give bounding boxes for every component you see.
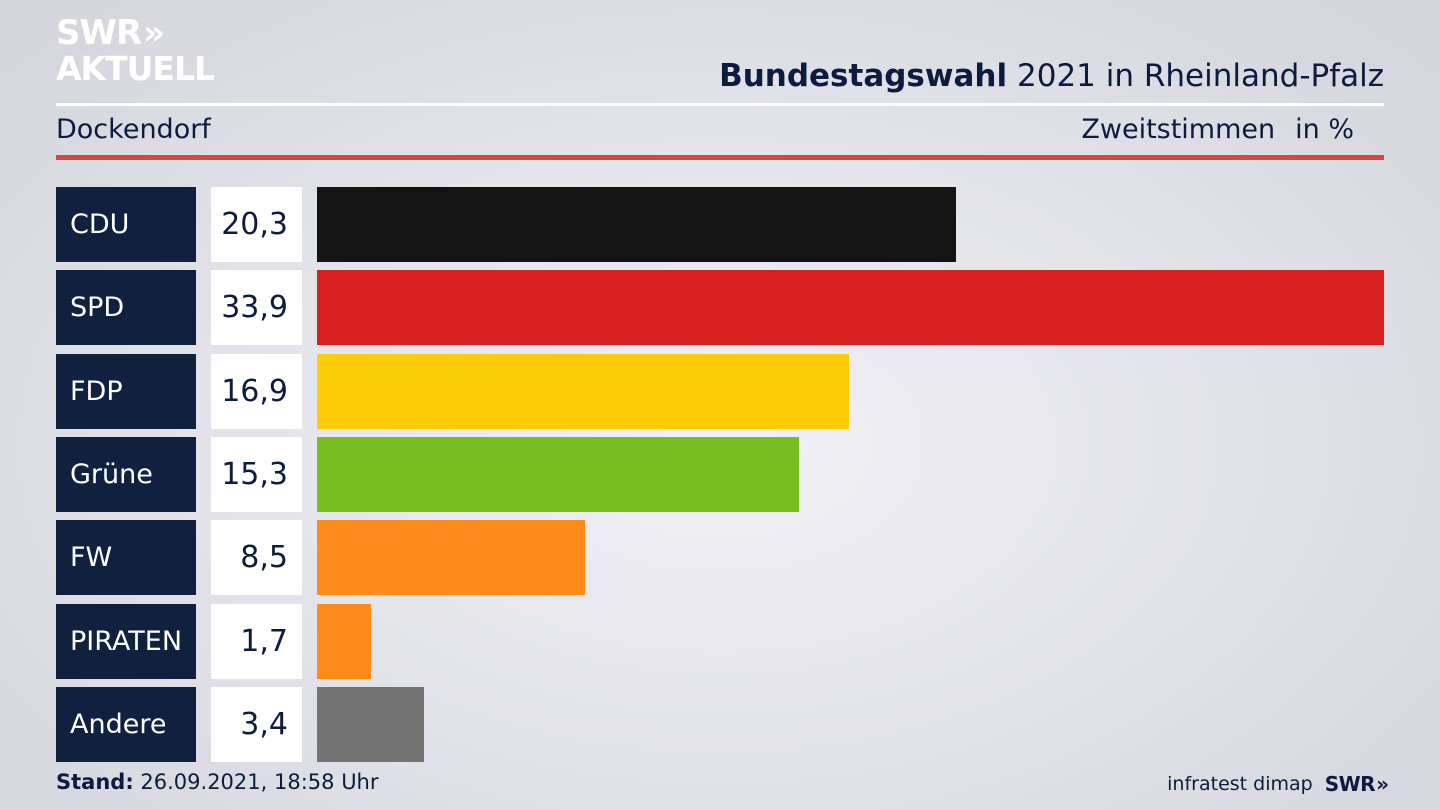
swr-chevron-icon: » bbox=[1376, 772, 1389, 796]
header-divider bbox=[56, 103, 1384, 106]
source-label: infratest dimap bbox=[1167, 773, 1313, 795]
chart-row: Grüne 15,3 bbox=[56, 437, 1384, 512]
bar bbox=[317, 437, 799, 512]
party-label: CDU bbox=[56, 187, 196, 262]
swr-aktuell-logo: SWR » AKTUELL bbox=[56, 13, 215, 88]
unit-label: in % bbox=[1295, 114, 1354, 145]
source-credit: infratest dimap SWR » bbox=[1167, 772, 1389, 796]
logo-aktuell-text: AKTUELL bbox=[56, 49, 215, 88]
bar bbox=[317, 604, 371, 679]
party-label: Grüne bbox=[56, 437, 196, 512]
value-label: 3,4 bbox=[211, 687, 302, 762]
timestamp-label: Stand: bbox=[56, 770, 134, 794]
timestamp: Stand: 26.09.2021, 18:58 Uhr bbox=[56, 770, 379, 794]
chart-title-bold: Bundestagswahl bbox=[719, 58, 1008, 94]
chart-title-rest: 2021 in Rheinland-Pfalz bbox=[1017, 58, 1384, 94]
bar bbox=[317, 187, 956, 262]
bar bbox=[317, 687, 424, 762]
logo-chevron-icon: » bbox=[143, 13, 165, 53]
chart-title: Bundestagswahl 2021 in Rheinland-Pfalz bbox=[719, 58, 1384, 94]
logo-swr-text: SWR bbox=[56, 13, 142, 53]
party-label: PIRATEN bbox=[56, 604, 196, 679]
bar bbox=[317, 354, 849, 429]
party-label: SPD bbox=[56, 270, 196, 345]
chart-row: SPD 33,9 bbox=[56, 270, 1384, 345]
subheader-divider bbox=[56, 155, 1384, 160]
swr-brand: SWR bbox=[1324, 772, 1376, 796]
chart-row: FW 8,5 bbox=[56, 520, 1384, 595]
party-label: FW bbox=[56, 520, 196, 595]
party-label: FDP bbox=[56, 354, 196, 429]
place-name: Dockendorf bbox=[56, 114, 211, 145]
bar-chart: CDU 20,3 SPD 33,9 FDP 16,9 Grüne 15,3 FW 8,5 PIRAT… bbox=[56, 187, 1384, 762]
party-label: Andere bbox=[56, 687, 196, 762]
chart-row: FDP 16,9 bbox=[56, 354, 1384, 429]
chart-row: CDU 20,3 bbox=[56, 187, 1384, 262]
bar bbox=[317, 270, 1384, 345]
value-label: 15,3 bbox=[211, 437, 302, 512]
chart-row: PIRATEN 1,7 bbox=[56, 604, 1384, 679]
timestamp-value: 26.09.2021, 18:58 Uhr bbox=[140, 770, 379, 794]
value-label: 8,5 bbox=[211, 520, 302, 595]
value-label: 16,9 bbox=[211, 354, 302, 429]
metric-label-group: Zweitstimmen in % bbox=[1081, 114, 1354, 145]
chart-row: Andere 3,4 bbox=[56, 687, 1384, 762]
value-label: 33,9 bbox=[211, 270, 302, 345]
metric-label: Zweitstimmen bbox=[1081, 114, 1276, 145]
value-label: 20,3 bbox=[211, 187, 302, 262]
value-label: 1,7 bbox=[211, 604, 302, 679]
bar bbox=[317, 520, 585, 595]
